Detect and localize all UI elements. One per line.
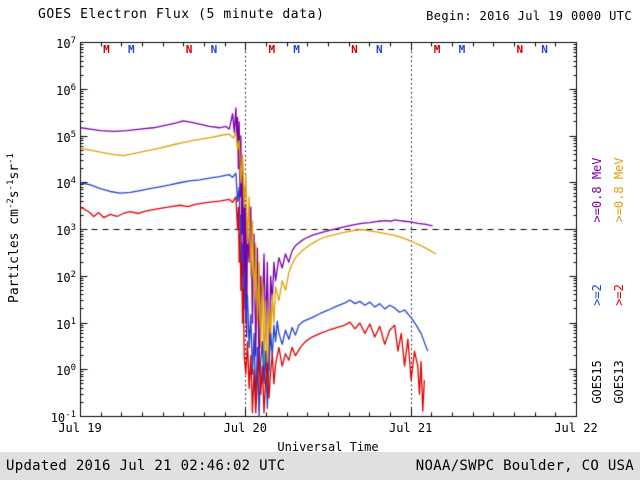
satellite-local-time-marker: N bbox=[375, 43, 383, 56]
x-axis-tick-label: Jul 20 bbox=[223, 421, 268, 435]
y-tick-exponent: -1 bbox=[65, 410, 76, 420]
y-tick-exponent: 5 bbox=[70, 129, 76, 140]
satellite-local-time-marker: M bbox=[103, 43, 110, 56]
x-axis-tick-label: Jul 22 bbox=[554, 421, 598, 435]
y-axis-tick-label: 100 bbox=[38, 361, 76, 379]
y-tick-exponent: 2 bbox=[70, 269, 76, 280]
chart-title: GOES Electron Flux (5 minute data) bbox=[38, 7, 325, 22]
y-tick-exponent: 6 bbox=[70, 82, 76, 93]
goes13-energy-2-label: >=2 bbox=[612, 284, 626, 306]
satellite-local-time-marker: N bbox=[541, 43, 548, 56]
satellite-local-time-marker: M bbox=[293, 43, 300, 56]
y-tick-base: 10 bbox=[56, 177, 71, 192]
y-tick-base: 10 bbox=[56, 224, 71, 238]
y-title-exponent: -2 bbox=[5, 198, 16, 210]
y-axis-tick-label: 10-1 bbox=[38, 408, 76, 426]
y-tick-exponent: 1 bbox=[70, 316, 76, 327]
y-axis-tick-label: 106 bbox=[38, 81, 76, 99]
satellite-local-time-marker: N bbox=[516, 43, 524, 56]
satellite-local-time-marker: N bbox=[185, 43, 193, 56]
x-axis-tick-label: Jul 19 bbox=[58, 421, 102, 435]
satellite-local-time-marker: M bbox=[268, 43, 276, 56]
footer-bar: Updated 2016 Jul 21 02:46:02 UTC NOAA/SW… bbox=[0, 452, 640, 480]
y-tick-base: 10 bbox=[56, 317, 71, 332]
goes15-satellite-label: GOES15 bbox=[590, 360, 604, 404]
satellite-local-time-marker: N bbox=[210, 43, 218, 56]
y-axis-tick-label: 107 bbox=[38, 34, 76, 52]
y-tick-base: 10 bbox=[56, 37, 71, 51]
y-tick-base: 10 bbox=[56, 130, 71, 145]
satellite-local-time-marker: N bbox=[351, 43, 358, 56]
data-source-label: NOAA/SWPC Boulder, CO USA bbox=[415, 458, 634, 474]
y-axis-tick-label: 105 bbox=[38, 128, 76, 146]
updated-timestamp: Updated 2016 Jul 21 02:46:02 UTC bbox=[6, 458, 286, 474]
y-tick-base: 10 bbox=[50, 411, 66, 425]
y-axis-tick-label: 104 bbox=[38, 174, 76, 192]
y-tick-exponent: 7 bbox=[70, 36, 76, 46]
goes13-energy-0p8-label: >=0.8 MeV bbox=[612, 157, 626, 223]
begin-timestamp: Begin: 2016 Jul 19 0000 UTC bbox=[426, 9, 632, 23]
y-tick-base: 10 bbox=[56, 270, 71, 285]
satellite-local-time-marker: M bbox=[433, 43, 441, 56]
y-tick-exponent: 3 bbox=[70, 223, 76, 233]
y-title-exponent: -1 bbox=[5, 153, 16, 164]
satellite-local-time-marker: M bbox=[127, 43, 135, 56]
satellite-local-time-marker: M bbox=[458, 43, 466, 56]
goes13-satellite-label: GOES13 bbox=[612, 360, 626, 404]
y-axis-tick-label: 103 bbox=[38, 221, 76, 239]
y-tick-base: 10 bbox=[56, 83, 71, 98]
y-tick-exponent: 4 bbox=[70, 176, 76, 187]
y-axis-tick-label: 102 bbox=[38, 268, 76, 286]
x-axis-tick-label: Jul 21 bbox=[388, 421, 433, 435]
goes15-energy-2-label: >=2 bbox=[590, 284, 604, 306]
y-axis-tick-label: 101 bbox=[38, 315, 76, 333]
y-title-exponent: -1 bbox=[5, 179, 16, 191]
y-tick-base: 10 bbox=[56, 364, 71, 379]
y-axis-title: Particles cm-2s-1sr-1 bbox=[5, 153, 23, 303]
x-axis-title: Universal Time bbox=[277, 440, 379, 454]
y-tick-exponent: 0 bbox=[70, 363, 76, 374]
goes15-energy-0p8-label: >=0.8 MeV bbox=[590, 157, 604, 223]
